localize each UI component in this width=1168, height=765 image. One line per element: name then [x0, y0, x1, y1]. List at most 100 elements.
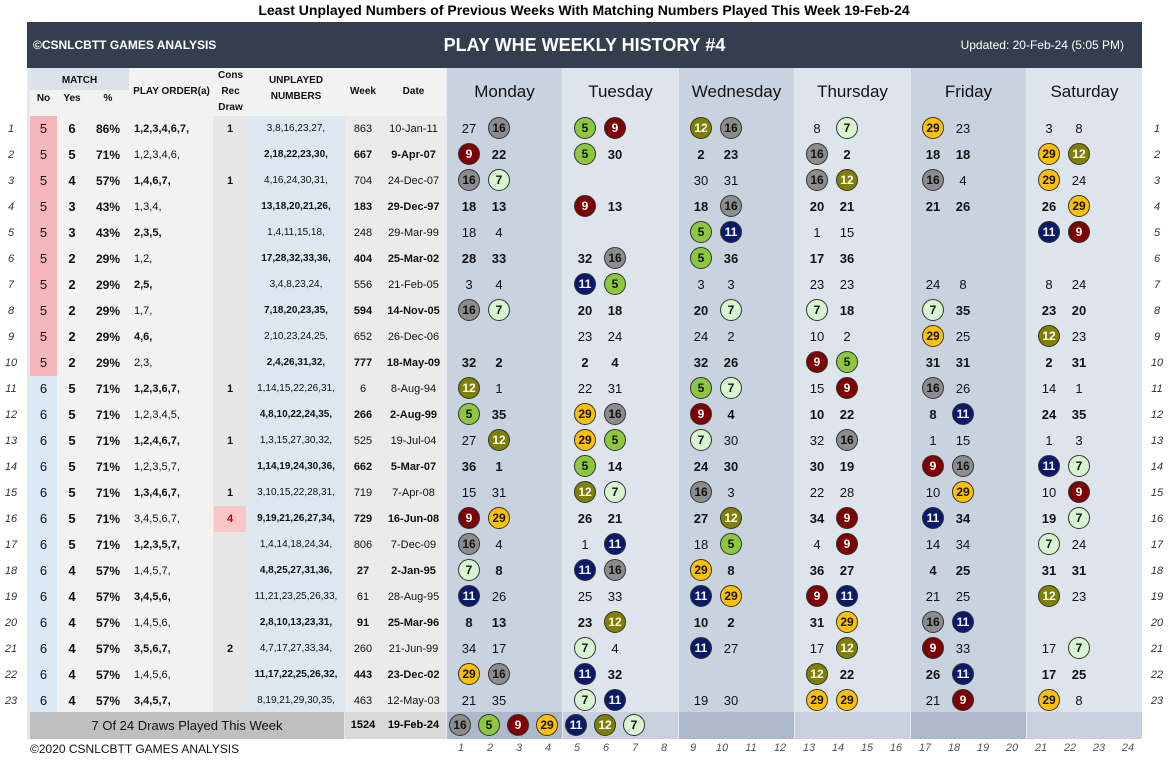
unplayed-numbers-cell: 4,8,10,22,24,35, [247, 402, 345, 428]
day-cell: 23 12 [563, 610, 678, 636]
number-value: 8 [1075, 121, 1083, 136]
date-cell: 21-Feb-05 [381, 272, 446, 298]
number-ball: 5 [574, 455, 596, 477]
day-header-saturday: Saturday [1027, 68, 1142, 116]
match-yes-cell: 4 [57, 610, 87, 636]
number-ball: 11 [574, 273, 596, 295]
row-index: 9 [1153, 331, 1161, 343]
draw-number: 5 [573, 742, 581, 754]
row-index: 7 [1153, 279, 1161, 291]
week-cell: 404 [345, 246, 381, 272]
number-ball: 7 [836, 117, 858, 139]
number-ball: 7 [488, 299, 510, 321]
unplayed-numbers-cell: 11,17,22,25,26,32, [247, 662, 345, 688]
number-value: 31 [955, 355, 971, 370]
match-no-cell: 5 [30, 350, 57, 376]
number-ball: 9 [836, 533, 858, 555]
unplayed-numbers-cell: 8,19,21,29,30,35, [247, 688, 345, 714]
day-cell: 9 22 [447, 142, 562, 168]
day-cell [1027, 610, 1142, 636]
number-ball: 7 [720, 299, 742, 321]
number-ball: 9 [574, 195, 596, 217]
match-pct-cell: 29% [87, 246, 129, 272]
draw-number: 11 [745, 742, 757, 754]
day-cell: 1 15 [795, 220, 910, 246]
draw-header: Draw [218, 102, 243, 113]
day-cell: 10 22 [795, 402, 910, 428]
match-pct-cell: 29% [87, 324, 129, 350]
number-value: 1 [929, 433, 937, 448]
number-ball: 12 [458, 377, 480, 399]
number-ball: 16 [952, 455, 974, 477]
number-value: 1 [495, 381, 503, 396]
date-cell: 25-Mar-96 [381, 610, 446, 636]
number-ball: 16 [806, 143, 828, 165]
draw-number: 13 [802, 742, 816, 754]
draw-number: 17 [918, 742, 932, 754]
number-ball: 7 [604, 481, 626, 503]
week-cell: 183 [345, 194, 381, 220]
draw-number: 20 [1005, 742, 1019, 754]
day-cell: 21 35 [447, 688, 562, 714]
day-cell: 20 18 [563, 298, 678, 324]
row-index: 6 [7, 253, 15, 265]
number-value: 32 [607, 667, 623, 682]
number-ball: 9 [806, 351, 828, 373]
day-cell: 29 25 [911, 324, 1026, 350]
draw-number: 16 [889, 742, 903, 754]
play-order-cell: 1,7, [129, 298, 213, 324]
number-value: 23 [1071, 589, 1087, 604]
day-cell: 14 34 [911, 532, 1026, 558]
match-yes-cell: 4 [57, 636, 87, 662]
play-order-cell: 3,4,5,7, [129, 688, 213, 714]
row-index: 12 [4, 409, 18, 421]
number-ball: 5 [458, 403, 480, 425]
match-yes-cell: 5 [57, 402, 87, 428]
match-pct-cell: 29% [87, 298, 129, 324]
match-yes-cell: 5 [57, 142, 87, 168]
day-cell: 9 29 [447, 506, 562, 532]
match-yes-cell: 5 [57, 376, 87, 402]
date-cell: 24-Dec-07 [381, 168, 446, 194]
number-ball: 12 [594, 714, 616, 736]
date-cell: 28-Aug-95 [381, 584, 446, 610]
number-value: 18 [925, 147, 941, 162]
match-yes-cell: 4 [57, 168, 87, 194]
match-yes-cell: 5 [57, 532, 87, 558]
row-index: 11 [1151, 383, 1163, 395]
number-ball: 12 [836, 637, 858, 659]
number-ball: 9 [458, 507, 480, 529]
number-ball: 12 [604, 611, 626, 633]
draw-number: 3 [515, 742, 523, 754]
cons-rec-draw-cell [214, 246, 246, 272]
week-cell: 652 [345, 324, 381, 350]
number-value: 31 [1071, 563, 1087, 578]
number-value: 19 [1041, 511, 1057, 526]
day-header-thursday: Thursday [795, 68, 910, 116]
number-value: 2 [697, 147, 705, 162]
day-cell: 20 7 [679, 298, 794, 324]
table-row: 2 2 5 5 71% 1,2,3,4,6, 2,18,22,23,30, 667 9-Apr-… [0, 142, 1168, 168]
day-cell: 16 4 [447, 532, 562, 558]
number-value: 14 [1041, 381, 1057, 396]
number-ball: 9 [604, 117, 626, 139]
row-index: 21 [1150, 643, 1164, 655]
number-ball: 29 [720, 585, 742, 607]
number-value: 32 [809, 433, 825, 448]
number-value: 19 [693, 693, 709, 708]
day-cell: 32 16 [563, 246, 678, 272]
day-cell: 11 16 [563, 558, 678, 584]
number-value: 8 [1045, 277, 1053, 292]
match-yes-cell: 4 [57, 558, 87, 584]
cons-rec-draw-cell: 1 [214, 428, 246, 454]
number-ball: 11 [952, 663, 974, 685]
number-ball: 5 [720, 533, 742, 555]
day-cell: 7 18 [795, 298, 910, 324]
number-value: 30 [723, 433, 739, 448]
week-cell: 248 [345, 220, 381, 246]
play-order-cell: 1,4,5,6, [129, 610, 213, 636]
date-header: Date [402, 86, 425, 97]
day-cell: 29 8 [679, 558, 794, 584]
cons-rec-draw-cell: 1 [214, 376, 246, 402]
